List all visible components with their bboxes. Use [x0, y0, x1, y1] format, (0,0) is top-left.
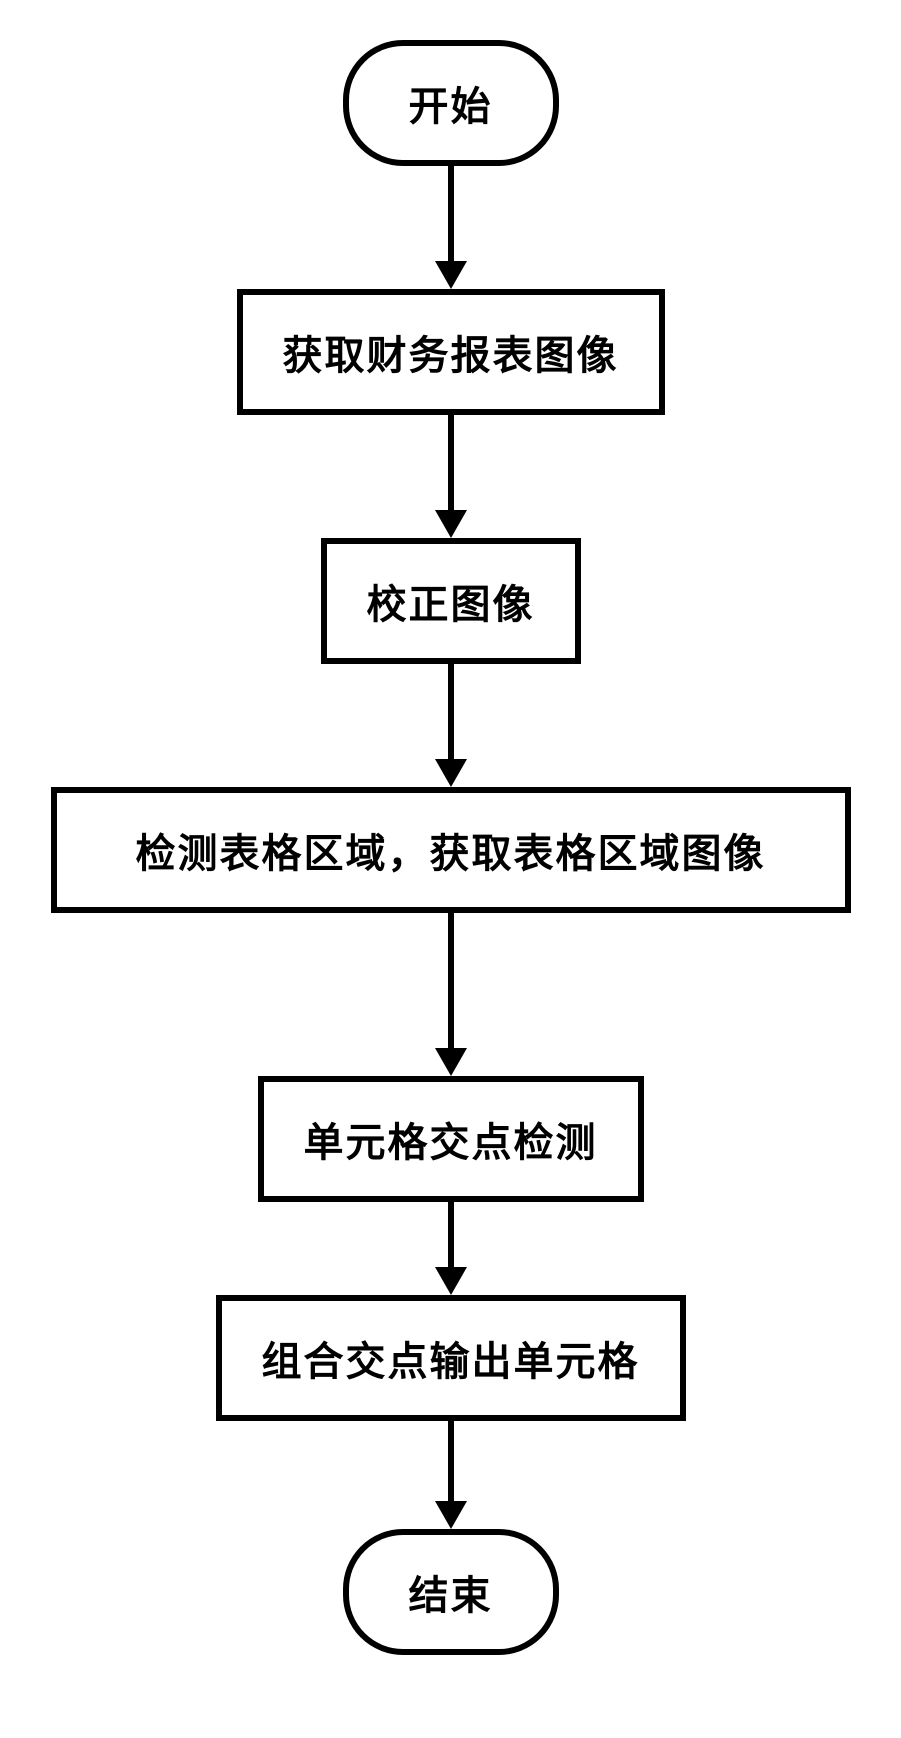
- arrow-line: [448, 166, 454, 261]
- arrow-line: [448, 1421, 454, 1501]
- arrow-correct-to-detect-region: [435, 699, 467, 787]
- flowchart-container: 开始 获取财务报表图像 校正图像 检测表格区域，获取表格区域图像 单元格交点检测…: [0, 40, 901, 1655]
- connector-line: [448, 913, 454, 948]
- end-label: 结束: [409, 1563, 493, 1621]
- arrow-line: [448, 948, 454, 1048]
- detect-region-label: 检测表格区域，获取表格区域图像: [136, 821, 766, 879]
- connector-line: [448, 664, 454, 699]
- correct-process: 校正图像: [321, 538, 581, 664]
- detect-intersect-process: 单元格交点检测: [258, 1076, 644, 1202]
- arrow-line: [448, 1202, 454, 1267]
- combine-label: 组合交点输出单元格: [262, 1329, 640, 1387]
- arrow-acquire-to-correct: [435, 415, 467, 538]
- arrow-head-icon: [435, 510, 467, 538]
- end-terminator: 结束: [343, 1529, 559, 1655]
- arrow-head-icon: [435, 1267, 467, 1295]
- start-terminator: 开始: [343, 40, 559, 166]
- arrow-head-icon: [435, 1048, 467, 1076]
- start-label: 开始: [409, 74, 493, 132]
- arrow-line: [448, 415, 454, 510]
- arrow-intersect-to-combine: [435, 1202, 467, 1295]
- acquire-label: 获取财务报表图像: [283, 323, 619, 381]
- arrow-head-icon: [435, 1501, 467, 1529]
- arrow-start-to-acquire: [435, 166, 467, 289]
- arrow-combine-to-end: [435, 1421, 467, 1529]
- combine-process: 组合交点输出单元格: [216, 1295, 686, 1421]
- arrow-head-icon: [435, 759, 467, 787]
- detect-intersect-label: 单元格交点检测: [304, 1110, 598, 1168]
- arrow-head-icon: [435, 261, 467, 289]
- arrow-line: [448, 699, 454, 759]
- arrow-detect-region-to-intersect: [435, 948, 467, 1076]
- acquire-process: 获取财务报表图像: [237, 289, 665, 415]
- detect-region-process: 检测表格区域，获取表格区域图像: [51, 787, 851, 913]
- correct-label: 校正图像: [367, 572, 535, 630]
